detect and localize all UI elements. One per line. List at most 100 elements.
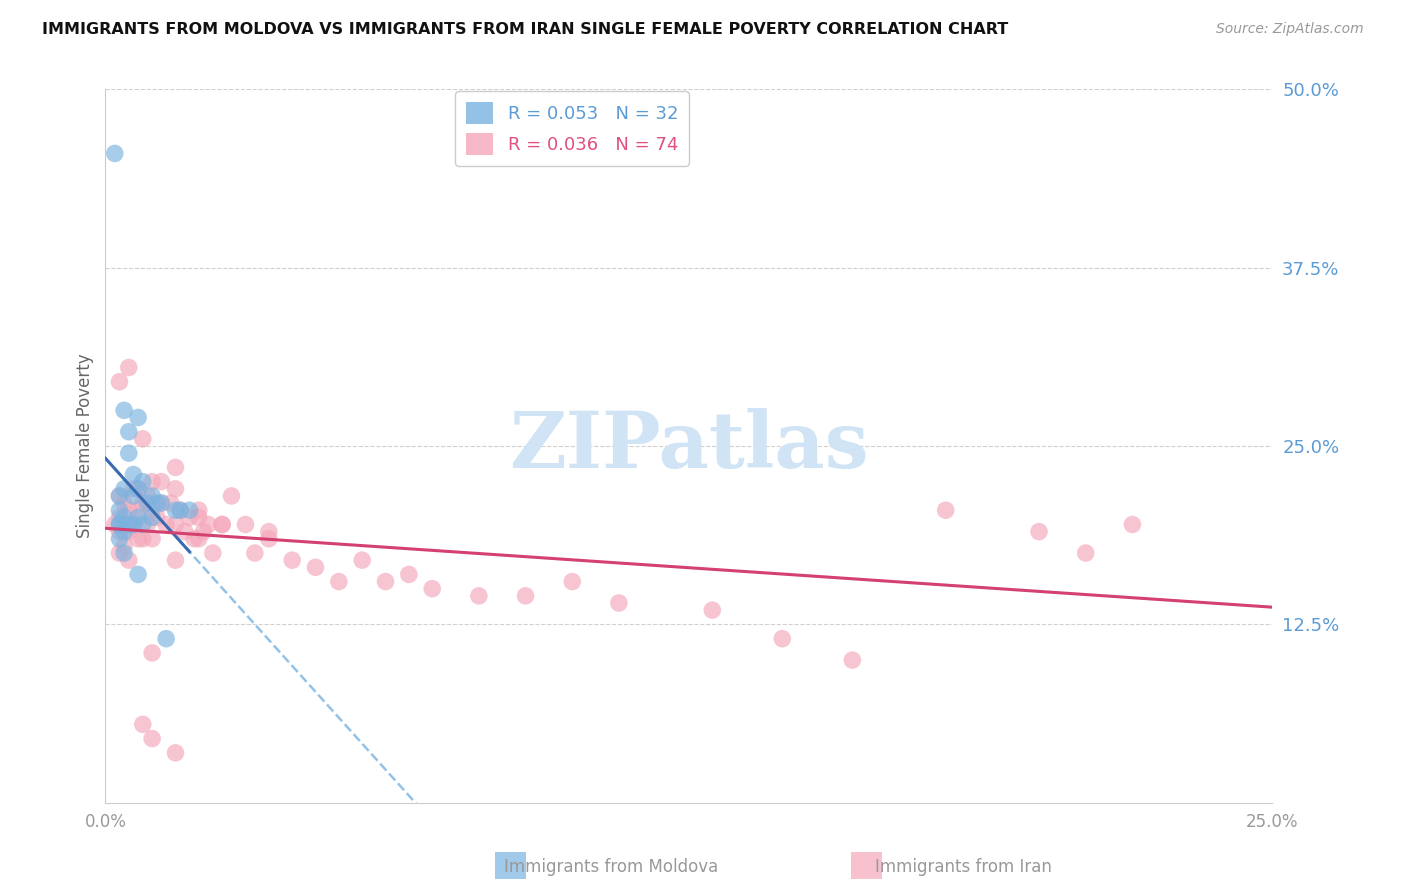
Point bbox=[127, 567, 149, 582]
Point bbox=[841, 653, 863, 667]
Point bbox=[141, 510, 163, 524]
Point bbox=[118, 360, 141, 375]
Point bbox=[112, 482, 135, 496]
Point bbox=[122, 489, 145, 503]
Point bbox=[127, 503, 149, 517]
Point bbox=[141, 503, 163, 517]
Point bbox=[141, 532, 163, 546]
Point bbox=[352, 553, 374, 567]
Point bbox=[515, 589, 537, 603]
Point bbox=[118, 524, 141, 539]
Point bbox=[122, 517, 145, 532]
Point bbox=[146, 496, 169, 510]
Point bbox=[211, 517, 233, 532]
Point bbox=[398, 567, 420, 582]
Point bbox=[112, 539, 135, 553]
Point bbox=[1121, 517, 1143, 532]
Point bbox=[132, 717, 155, 731]
Point bbox=[328, 574, 350, 589]
Point bbox=[108, 524, 131, 539]
Point bbox=[281, 553, 304, 567]
Point bbox=[146, 510, 169, 524]
Point bbox=[179, 510, 201, 524]
Point bbox=[221, 489, 243, 503]
Point bbox=[112, 517, 135, 532]
Text: ZIPatlas: ZIPatlas bbox=[509, 408, 869, 484]
Point bbox=[165, 517, 187, 532]
Point bbox=[122, 517, 145, 532]
Legend: R = 0.053   N = 32, R = 0.036   N = 74: R = 0.053 N = 32, R = 0.036 N = 74 bbox=[456, 91, 689, 166]
Point bbox=[118, 517, 141, 532]
Point bbox=[108, 489, 131, 503]
Point bbox=[201, 546, 224, 560]
Point bbox=[112, 496, 135, 510]
Point bbox=[141, 646, 163, 660]
Point bbox=[108, 510, 131, 524]
Point bbox=[108, 546, 131, 560]
Text: IMMIGRANTS FROM MOLDOVA VS IMMIGRANTS FROM IRAN SINGLE FEMALE POVERTY CORRELATIO: IMMIGRANTS FROM MOLDOVA VS IMMIGRANTS FR… bbox=[42, 22, 1008, 37]
Point bbox=[165, 460, 187, 475]
Point bbox=[108, 517, 131, 532]
Point bbox=[141, 475, 163, 489]
Point bbox=[141, 489, 163, 503]
Point bbox=[243, 546, 266, 560]
Point bbox=[132, 532, 155, 546]
Text: Immigrants from Moldova: Immigrants from Moldova bbox=[505, 858, 718, 876]
Point bbox=[127, 510, 149, 524]
Point bbox=[770, 632, 793, 646]
Point bbox=[183, 532, 205, 546]
Point bbox=[155, 632, 177, 646]
Point bbox=[127, 482, 149, 496]
Point bbox=[141, 731, 163, 746]
Point bbox=[935, 503, 957, 517]
Point bbox=[197, 517, 219, 532]
Point bbox=[122, 482, 145, 496]
Point bbox=[118, 425, 141, 439]
Point bbox=[112, 546, 135, 560]
Point bbox=[187, 503, 209, 517]
Point bbox=[118, 503, 141, 517]
Point bbox=[108, 532, 131, 546]
Point bbox=[257, 532, 280, 546]
Point bbox=[150, 496, 173, 510]
Point bbox=[127, 532, 149, 546]
Point bbox=[108, 517, 131, 532]
Point bbox=[165, 553, 187, 567]
Point bbox=[132, 475, 155, 489]
Point bbox=[165, 503, 187, 517]
Point bbox=[150, 475, 173, 489]
Point bbox=[193, 524, 215, 539]
Point bbox=[165, 482, 187, 496]
Point bbox=[155, 517, 177, 532]
Point bbox=[165, 746, 187, 760]
Point bbox=[169, 503, 191, 517]
Point bbox=[257, 524, 280, 539]
Point bbox=[136, 496, 159, 510]
Point bbox=[420, 582, 443, 596]
Point bbox=[1028, 524, 1050, 539]
Point bbox=[173, 524, 195, 539]
Point bbox=[136, 489, 159, 503]
Point bbox=[187, 510, 209, 524]
Point bbox=[374, 574, 396, 589]
Point bbox=[607, 596, 630, 610]
Y-axis label: Single Female Poverty: Single Female Poverty bbox=[76, 354, 94, 538]
Point bbox=[187, 532, 209, 546]
Point bbox=[304, 560, 326, 574]
Point bbox=[118, 446, 141, 460]
Point bbox=[108, 489, 131, 503]
Point bbox=[108, 375, 131, 389]
Point bbox=[132, 432, 155, 446]
Point bbox=[132, 517, 155, 532]
Point bbox=[235, 517, 257, 532]
Point bbox=[112, 403, 135, 417]
Point bbox=[132, 496, 155, 510]
Point bbox=[702, 603, 724, 617]
Point bbox=[150, 496, 173, 510]
Point bbox=[112, 510, 135, 524]
Point bbox=[179, 503, 201, 517]
Point bbox=[108, 503, 131, 517]
Point bbox=[561, 574, 583, 589]
Point bbox=[104, 146, 127, 161]
Point bbox=[1074, 546, 1097, 560]
